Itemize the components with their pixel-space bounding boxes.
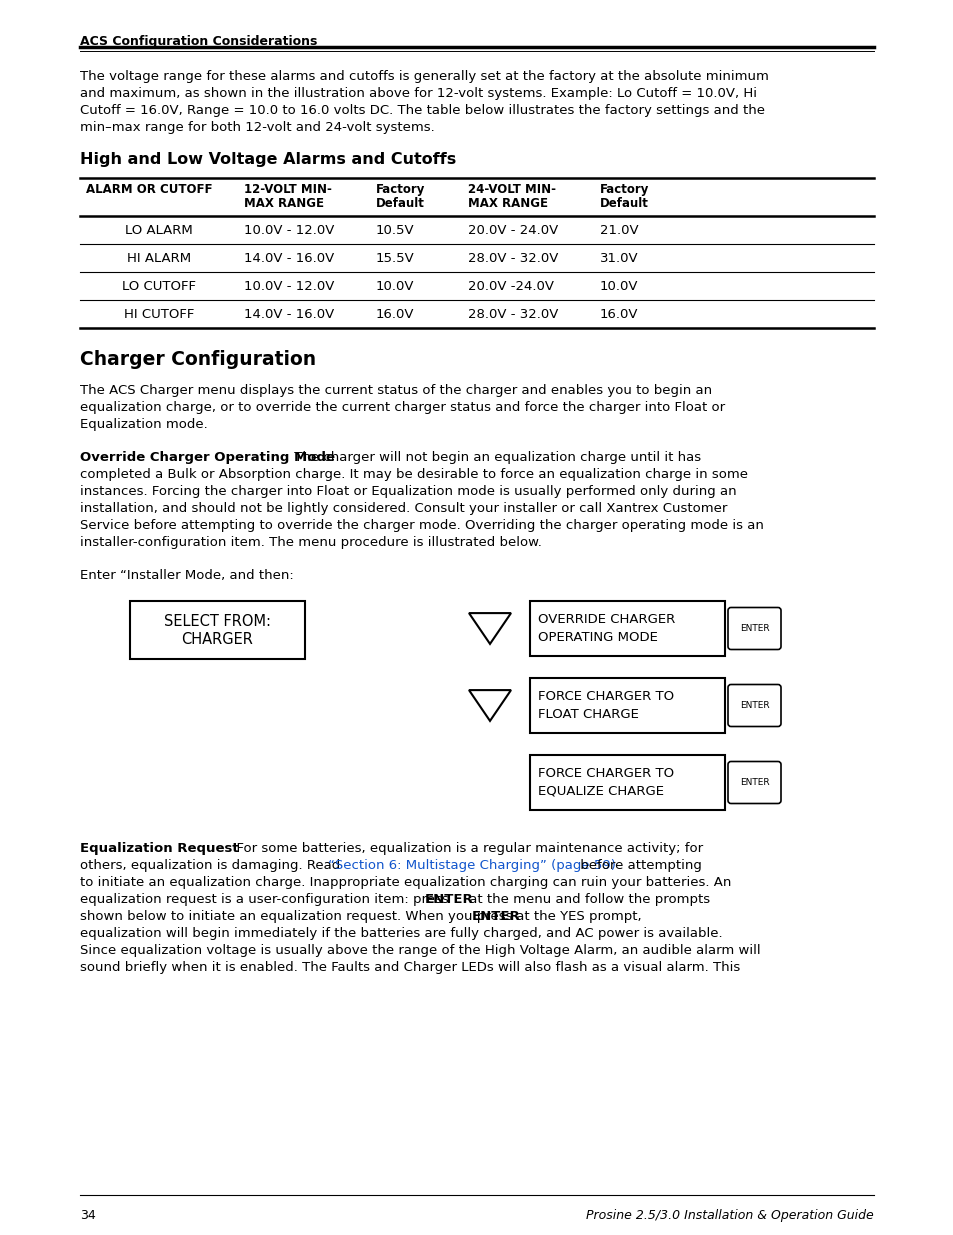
Text: min–max range for both 12-volt and 24-volt systems.: min–max range for both 12-volt and 24-vo…: [80, 121, 435, 135]
Bar: [530, 678, 724, 734]
Text: shown below to initiate an equalization request. When you press: shown below to initiate an equalization …: [80, 910, 517, 923]
Text: Since equalization voltage is usually above the range of the High Voltage Alarm,: Since equalization voltage is usually ab…: [80, 944, 760, 957]
Text: FLOAT CHARGE: FLOAT CHARGE: [537, 708, 639, 721]
Text: 16.0V: 16.0V: [599, 308, 638, 321]
Bar: [530, 601, 724, 656]
Text: ENTER: ENTER: [739, 701, 768, 710]
Polygon shape: [469, 690, 511, 721]
Text: SELECT FROM:: SELECT FROM:: [164, 614, 271, 629]
Text: installer-configuration item. The menu procedure is illustrated below.: installer-configuration item. The menu p…: [80, 536, 541, 550]
Text: at the menu and follow the prompts: at the menu and follow the prompts: [464, 893, 709, 906]
Text: ENTER: ENTER: [472, 910, 520, 923]
Text: and maximum, as shown in the illustration above for 12-volt systems. Example: Lo: and maximum, as shown in the illustratio…: [80, 86, 757, 100]
Text: 34: 34: [80, 1209, 95, 1221]
Text: Equalization mode.: Equalization mode.: [80, 417, 208, 431]
Text: others, equalization is damaging. Read: others, equalization is damaging. Read: [80, 860, 344, 872]
FancyBboxPatch shape: [727, 684, 781, 726]
Text: EQUALIZE CHARGE: EQUALIZE CHARGE: [537, 785, 663, 798]
Text: to initiate an equalization charge. Inappropriate equalization charging can ruin: to initiate an equalization charge. Inap…: [80, 876, 731, 889]
Text: 14.0V - 16.0V: 14.0V - 16.0V: [244, 308, 334, 321]
FancyBboxPatch shape: [727, 762, 781, 804]
Text: 20.0V -24.0V: 20.0V -24.0V: [468, 280, 554, 293]
Text: Factory: Factory: [599, 183, 649, 196]
Text: 10.0V: 10.0V: [599, 280, 638, 293]
Text: Cutoff = 16.0V, Range = 10.0 to 16.0 volts DC. The table below illustrates the f: Cutoff = 16.0V, Range = 10.0 to 16.0 vol…: [80, 104, 764, 117]
Text: ALARM OR CUTOFF: ALARM OR CUTOFF: [86, 183, 213, 196]
Text: 15.5V: 15.5V: [375, 252, 415, 266]
Text: 28.0V - 32.0V: 28.0V - 32.0V: [468, 308, 558, 321]
Text: OVERRIDE CHARGER: OVERRIDE CHARGER: [537, 613, 675, 626]
Text: Enter “Installer Mode, and then:: Enter “Installer Mode, and then:: [80, 569, 294, 582]
Text: 20.0V - 24.0V: 20.0V - 24.0V: [468, 224, 558, 237]
Text: LO ALARM: LO ALARM: [125, 224, 193, 237]
Text: 10.0V - 12.0V: 10.0V - 12.0V: [244, 280, 334, 293]
Text: ENTER: ENTER: [739, 778, 768, 787]
Text: installation, and should not be lightly considered. Consult your installer or ca: installation, and should not be lightly …: [80, 501, 726, 515]
Text: equalization will begin immediately if the batteries are fully charged, and AC p: equalization will begin immediately if t…: [80, 927, 721, 940]
Text: Prosine 2.5/3.0 Installation & Operation Guide: Prosine 2.5/3.0 Installation & Operation…: [586, 1209, 873, 1221]
Text: HI ALARM: HI ALARM: [127, 252, 191, 266]
Text: Service before attempting to override the charger mode. Overriding the charger o: Service before attempting to override th…: [80, 519, 763, 532]
Text: Default: Default: [599, 198, 648, 210]
Text: 16.0V: 16.0V: [375, 308, 414, 321]
Text: sound briefly when it is enabled. The Faults and Charger LEDs will also flash as: sound briefly when it is enabled. The Fa…: [80, 961, 740, 974]
Text: ENTER: ENTER: [424, 893, 474, 906]
Text: MAX RANGE: MAX RANGE: [468, 198, 547, 210]
Text: 21.0V: 21.0V: [599, 224, 638, 237]
Text: HI CUTOFF: HI CUTOFF: [124, 308, 194, 321]
Text: The ACS Charger menu displays the current status of the charger and enables you : The ACS Charger menu displays the curren…: [80, 384, 711, 396]
Text: ENTER: ENTER: [739, 624, 768, 634]
Bar: [130, 601, 305, 659]
Text: Override Charger Operating Mode: Override Charger Operating Mode: [80, 451, 335, 464]
Text: equalization charge, or to override the current charger status and force the cha: equalization charge, or to override the …: [80, 401, 724, 414]
Text: FORCE CHARGER TO: FORCE CHARGER TO: [537, 690, 674, 703]
Text: Equalization Request: Equalization Request: [80, 842, 238, 855]
Text: completed a Bulk or Absorption charge. It may be desirable to force an equalizat: completed a Bulk or Absorption charge. I…: [80, 468, 747, 480]
Text: at the YES prompt,: at the YES prompt,: [512, 910, 641, 923]
Text: ACS Configuration Considerations: ACS Configuration Considerations: [80, 35, 317, 48]
Text: equalization request is a user-configuration item: press: equalization request is a user-configura…: [80, 893, 453, 906]
Text: instances. Forcing the charger into Float or Equalization mode is usually perfor: instances. Forcing the charger into Floa…: [80, 485, 736, 498]
Text: Factory: Factory: [375, 183, 425, 196]
Text: High and Low Voltage Alarms and Cutoffs: High and Low Voltage Alarms and Cutoffs: [80, 152, 456, 167]
Text: 31.0V: 31.0V: [599, 252, 638, 266]
Text: CHARGER: CHARGER: [181, 631, 253, 646]
Text: Charger Configuration: Charger Configuration: [80, 350, 315, 369]
Text: 28.0V - 32.0V: 28.0V - 32.0V: [468, 252, 558, 266]
Text: Default: Default: [375, 198, 424, 210]
Text: The charger will not begin an equalization charge until it has: The charger will not begin an equalizati…: [290, 451, 700, 464]
Text: MAX RANGE: MAX RANGE: [244, 198, 324, 210]
Text: 10.0V: 10.0V: [375, 280, 414, 293]
Text: 14.0V - 16.0V: 14.0V - 16.0V: [244, 252, 334, 266]
Text: 10.5V: 10.5V: [375, 224, 415, 237]
Text: The voltage range for these alarms and cutoffs is generally set at the factory a: The voltage range for these alarms and c…: [80, 70, 768, 83]
Bar: [530, 755, 724, 810]
Text: “Section 6: Multistage Charging” (page 59): “Section 6: Multistage Charging” (page 5…: [328, 860, 616, 872]
Text: For some batteries, equalization is a regular maintenance activity; for: For some batteries, equalization is a re…: [228, 842, 702, 855]
Text: before attempting: before attempting: [576, 860, 701, 872]
FancyBboxPatch shape: [727, 608, 781, 650]
Text: 12-VOLT MIN-: 12-VOLT MIN-: [244, 183, 332, 196]
Text: LO CUTOFF: LO CUTOFF: [122, 280, 195, 293]
Text: 10.0V - 12.0V: 10.0V - 12.0V: [244, 224, 334, 237]
Polygon shape: [469, 613, 511, 643]
Text: OPERATING MODE: OPERATING MODE: [537, 631, 658, 643]
Text: FORCE CHARGER TO: FORCE CHARGER TO: [537, 767, 674, 781]
Text: 24-VOLT MIN-: 24-VOLT MIN-: [468, 183, 556, 196]
